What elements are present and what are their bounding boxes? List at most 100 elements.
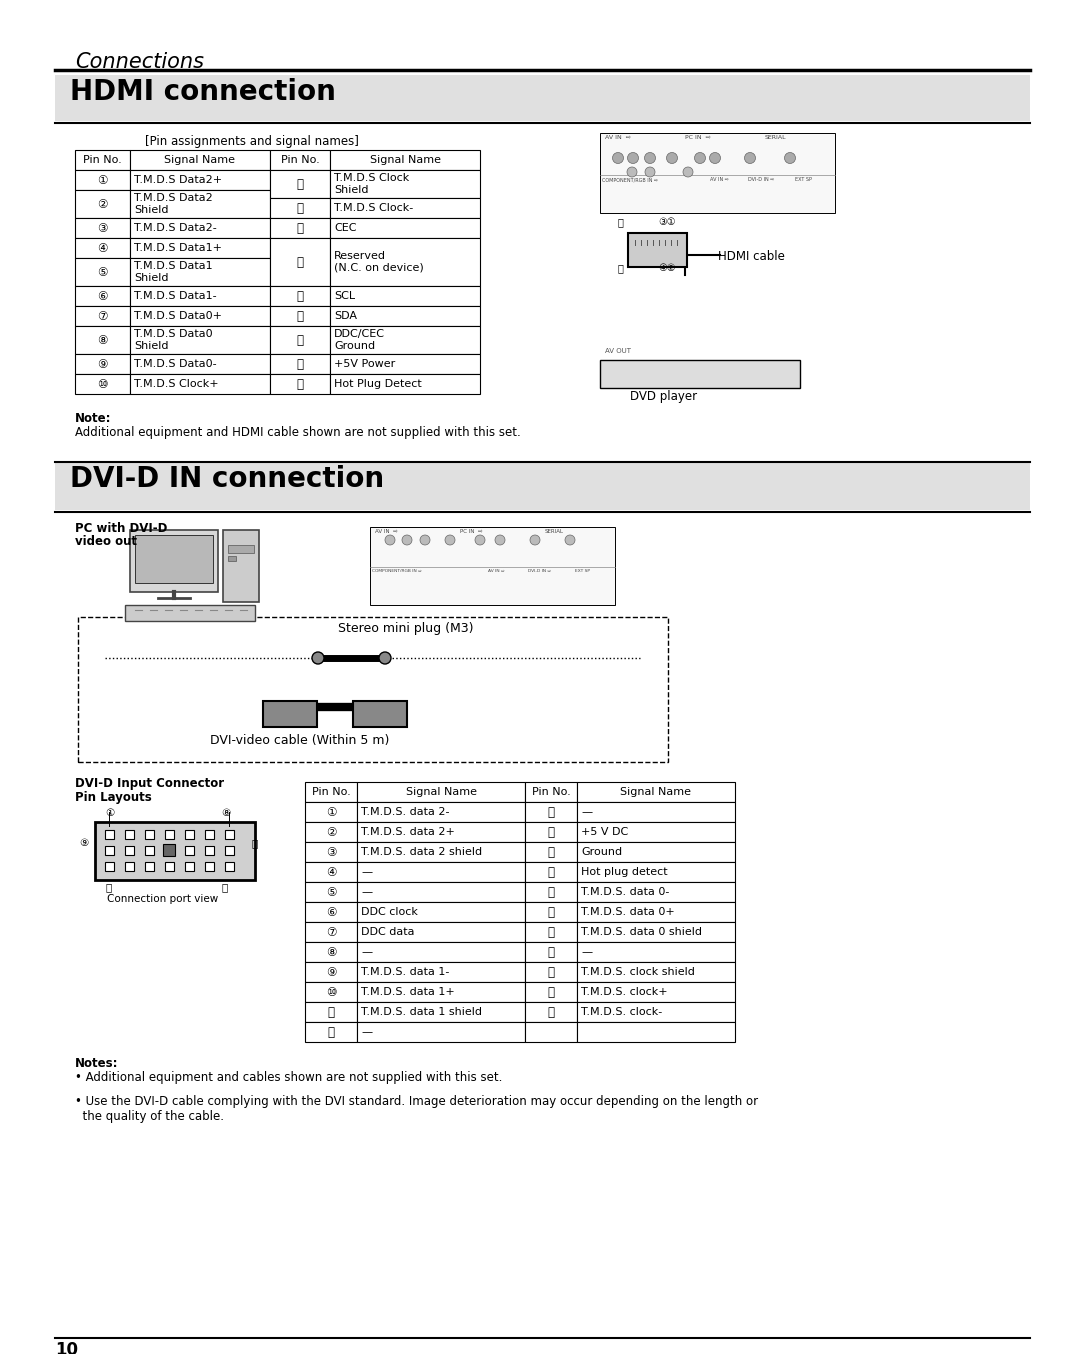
Text: ⑱: ⑱ bbox=[618, 263, 624, 274]
Text: ㉑: ㉑ bbox=[548, 965, 554, 979]
Text: ㉓: ㉓ bbox=[548, 1006, 554, 1018]
Text: —: — bbox=[361, 867, 373, 877]
Text: ⑨: ⑨ bbox=[79, 838, 89, 848]
Bar bbox=[145, 830, 154, 839]
Bar bbox=[525, 922, 577, 942]
Bar bbox=[125, 830, 134, 839]
Text: Reserved
(N.C. on device): Reserved (N.C. on device) bbox=[334, 252, 423, 272]
Text: T.M.D.S. data 0 shield: T.M.D.S. data 0 shield bbox=[581, 927, 702, 937]
Bar bbox=[270, 374, 330, 394]
Text: EXT SP: EXT SP bbox=[795, 177, 812, 181]
Bar bbox=[78, 617, 669, 762]
Text: ⑯: ⑯ bbox=[297, 310, 303, 322]
Text: HDMI cable: HDMI cable bbox=[718, 250, 785, 263]
Text: ④: ④ bbox=[97, 241, 108, 255]
Bar bbox=[577, 982, 735, 1002]
Text: T.M.D.S Clock-: T.M.D.S Clock- bbox=[334, 203, 414, 213]
Circle shape bbox=[683, 167, 693, 177]
Text: HDMI connection: HDMI connection bbox=[70, 79, 336, 106]
Bar bbox=[130, 353, 270, 374]
Bar bbox=[577, 783, 735, 802]
Text: T.M.D.S. data 0-: T.M.D.S. data 0- bbox=[581, 887, 670, 896]
Circle shape bbox=[312, 653, 324, 663]
Circle shape bbox=[645, 153, 656, 164]
Text: ②: ② bbox=[326, 826, 336, 838]
Bar bbox=[330, 353, 480, 374]
Bar bbox=[130, 326, 270, 353]
Bar bbox=[145, 862, 154, 871]
Bar bbox=[75, 150, 130, 171]
Text: T.M.D.S. clock-: T.M.D.S. clock- bbox=[581, 1007, 662, 1017]
Circle shape bbox=[420, 535, 430, 546]
Text: —: — bbox=[581, 807, 592, 816]
FancyBboxPatch shape bbox=[353, 701, 407, 727]
Text: ⑥: ⑥ bbox=[97, 290, 108, 302]
Bar bbox=[577, 961, 735, 982]
Text: Ground: Ground bbox=[581, 848, 622, 857]
Text: Hot plug detect: Hot plug detect bbox=[581, 867, 667, 877]
Text: ㉓: ㉓ bbox=[221, 881, 227, 892]
Text: ④: ④ bbox=[326, 865, 336, 879]
Text: video out: video out bbox=[75, 535, 137, 548]
Text: +5V Power: +5V Power bbox=[334, 359, 395, 370]
Bar bbox=[130, 190, 270, 218]
Circle shape bbox=[402, 535, 411, 546]
Bar bbox=[305, 881, 357, 902]
Bar bbox=[135, 535, 213, 584]
Bar bbox=[577, 842, 735, 862]
Text: Connections: Connections bbox=[75, 51, 204, 72]
Text: SDA: SDA bbox=[334, 311, 357, 321]
Bar bbox=[525, 982, 577, 1002]
Bar bbox=[577, 802, 735, 822]
Text: PC IN  ⇨: PC IN ⇨ bbox=[685, 135, 711, 139]
Text: ⑧: ⑧ bbox=[221, 808, 230, 818]
Text: Pin No.: Pin No. bbox=[312, 787, 350, 798]
Bar bbox=[105, 830, 114, 839]
Text: Stereo mini plug (M3): Stereo mini plug (M3) bbox=[338, 621, 473, 635]
Bar bbox=[330, 374, 480, 394]
Circle shape bbox=[495, 535, 505, 546]
Bar bbox=[357, 802, 525, 822]
Text: [Pin assignments and signal names]: [Pin assignments and signal names] bbox=[145, 135, 359, 148]
Text: T.M.D.S. data 2 shield: T.M.D.S. data 2 shield bbox=[361, 848, 482, 857]
Text: ①: ① bbox=[326, 806, 336, 819]
Text: ⑰: ⑰ bbox=[297, 333, 303, 347]
Text: Hot Plug Detect: Hot Plug Detect bbox=[334, 379, 422, 389]
Bar bbox=[357, 783, 525, 802]
Bar bbox=[130, 306, 270, 326]
Text: T.M.D.S Data2
Shield: T.M.D.S Data2 Shield bbox=[134, 194, 213, 215]
Text: ⑦: ⑦ bbox=[326, 926, 336, 938]
Text: +5 V DC: +5 V DC bbox=[581, 827, 629, 837]
Bar bbox=[75, 353, 130, 374]
Text: ⑲: ⑲ bbox=[548, 926, 554, 938]
Bar bbox=[165, 830, 174, 839]
Bar bbox=[357, 902, 525, 922]
Circle shape bbox=[612, 153, 623, 164]
Bar bbox=[125, 846, 134, 854]
Bar bbox=[105, 846, 114, 854]
Text: ③: ③ bbox=[326, 845, 336, 858]
Bar bbox=[130, 150, 270, 171]
Text: T.M.D.S. data 0+: T.M.D.S. data 0+ bbox=[581, 907, 675, 917]
FancyBboxPatch shape bbox=[264, 701, 318, 727]
Bar bbox=[525, 942, 577, 961]
Text: ⑥: ⑥ bbox=[326, 906, 336, 918]
Text: ⑱: ⑱ bbox=[548, 906, 554, 918]
Bar bbox=[125, 862, 134, 871]
Text: ⑧: ⑧ bbox=[326, 945, 336, 959]
Bar bbox=[357, 982, 525, 1002]
Text: ⑱: ⑱ bbox=[297, 357, 303, 371]
Bar bbox=[130, 529, 218, 592]
Text: ⑬: ⑬ bbox=[548, 806, 554, 819]
Bar bbox=[525, 881, 577, 902]
Text: DVI-D IN connection: DVI-D IN connection bbox=[70, 464, 384, 493]
Bar bbox=[525, 1022, 577, 1043]
Text: —: — bbox=[361, 887, 373, 896]
Text: PC IN  ⇨: PC IN ⇨ bbox=[460, 529, 483, 533]
Bar bbox=[165, 846, 174, 854]
Bar bbox=[305, 922, 357, 942]
Text: DVI-D IN ⇨: DVI-D IN ⇨ bbox=[748, 177, 774, 181]
Bar bbox=[330, 218, 480, 238]
Text: T.M.D.S. data 2+: T.M.D.S. data 2+ bbox=[361, 827, 455, 837]
Text: DDC/CEC
Ground: DDC/CEC Ground bbox=[334, 329, 384, 351]
